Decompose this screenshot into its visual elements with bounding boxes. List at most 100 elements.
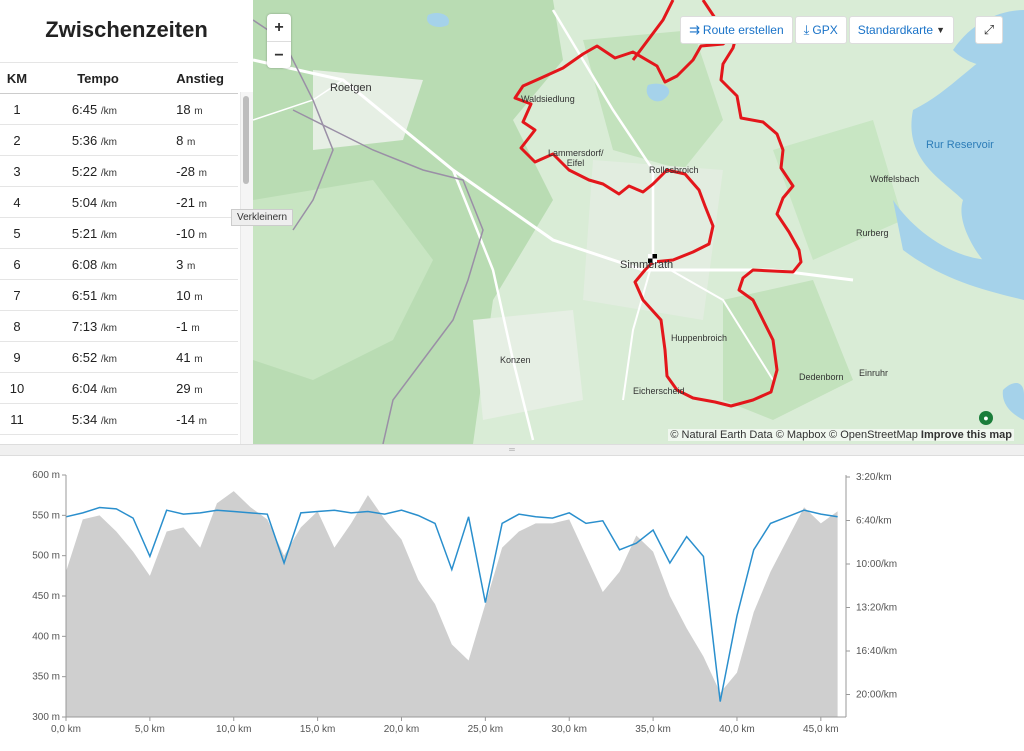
climb-unit: m <box>198 167 207 179</box>
y-right-tick-label: 20:00/km <box>856 690 897 701</box>
climb-unit: m <box>194 105 203 117</box>
split-pace-value: 5:34 <box>71 411 98 427</box>
split-pace-value: 5:21 <box>71 225 98 241</box>
split-pace: 5:36 /km <box>33 124 163 156</box>
split-km: 3 <box>0 155 34 187</box>
gpx-download-button[interactable]: ⤓ GPX <box>794 16 847 44</box>
header-km: KM <box>0 62 34 94</box>
zoom-in-button[interactable]: + <box>267 14 291 42</box>
split-row[interactable]: 4 5:04 /km -21 m <box>0 186 238 218</box>
maptype-select[interactable]: Standardkarte ▼ <box>848 16 955 44</box>
split-row[interactable]: 10 6:04 /km 29 m <box>0 372 238 404</box>
elevation-pace-chart[interactable]: 600 m 550 m 500 m 450 m 400 m 350 m 300 m 3:20/… <box>0 455 1024 746</box>
split-km: 9 <box>0 341 34 373</box>
route-icon: ⇉ <box>689 22 700 37</box>
split-pace: 6:04 /km <box>33 372 163 404</box>
split-row[interactable]: 6 6:08 /km 3 m <box>0 248 238 280</box>
split-pace: 5:22 /km <box>33 155 163 187</box>
header-climb: Anstieg <box>162 62 238 94</box>
pace-unit: /km <box>100 136 117 148</box>
pace-unit: /km <box>100 322 117 334</box>
split-climb: -15 m <box>162 434 238 445</box>
collapse-tooltip: Verkleinern <box>231 209 294 226</box>
splits-panel: Zwischenzeiten KM Tempo Anstieg 1 6:45 /k… <box>0 0 254 444</box>
pace-unit: /km <box>100 384 117 396</box>
zoom-out-button[interactable]: − <box>274 47 284 64</box>
split-climb: -1 m <box>162 310 238 342</box>
y-left-tick-label: 550 m <box>32 510 60 521</box>
mapbox-logo-icon[interactable]: ● <box>979 411 993 425</box>
splits-title: Zwischenzeiten <box>45 17 208 42</box>
split-climb: 41 m <box>162 341 238 373</box>
x-tick-label: 10,0 km <box>216 724 252 735</box>
place-reservoir: Rur Reservoir <box>926 139 994 151</box>
split-climb-value: -1 <box>176 318 188 334</box>
map-attribution: © Natural Earth Data © Mapbox © OpenStre… <box>668 429 1014 441</box>
split-pace-value: 6:04 <box>71 380 98 396</box>
pace-unit: /km <box>100 291 117 303</box>
split-climb-value: -10 <box>176 225 195 241</box>
split-climb: 18 m <box>162 93 238 125</box>
split-km: 5 <box>0 217 34 249</box>
y-right-tick-label: 6:40/km <box>856 516 892 527</box>
split-pace: 7:13 /km <box>33 310 163 342</box>
splits-scrollbar-thumb[interactable] <box>243 96 249 184</box>
climb-unit: m <box>187 260 196 272</box>
split-climb-value: -15 <box>176 443 195 445</box>
y-right-tick-label: 16:40/km <box>856 646 897 657</box>
split-climb-value: 41 <box>176 349 191 365</box>
split-row[interactable]: 126:35 /km-15 m <box>0 434 238 445</box>
split-climb-value: 18 <box>176 101 191 117</box>
x-tick-label: 20,0 km <box>384 724 420 735</box>
attribution-text[interactable]: © Natural Earth Data © Mapbox © OpenStre… <box>670 429 918 441</box>
split-climb: -10 m <box>162 217 238 249</box>
download-icon: ⤓ <box>803 22 810 37</box>
place-simmerath: Simmerath <box>620 259 674 271</box>
pace-line <box>65 506 838 702</box>
split-climb: -21 m <box>162 186 238 218</box>
split-row[interactable]: 1 6:45 /km 18 m <box>0 93 238 125</box>
place-einruhr: Einruhr <box>859 368 889 378</box>
y-left-tick-label: 300 m <box>32 712 60 723</box>
top-panel: Zwischenzeiten KM Tempo Anstieg 1 6:45 /k… <box>0 0 1024 444</box>
route-create-button[interactable]: ⇉ Route erstellen <box>680 16 793 44</box>
climb-unit: m <box>191 322 200 334</box>
route-map[interactable]: Roetgen Waldsiedlung Lammersdorf/ Eifel … <box>253 0 1024 444</box>
pace-unit: /km <box>100 105 117 117</box>
split-pace-value: 5:22 <box>71 163 98 179</box>
climb-unit: m <box>194 291 203 303</box>
split-climb: -28 m <box>162 155 238 187</box>
split-pace-value: 6:52 <box>71 349 98 365</box>
fullscreen-button[interactable]: ⤢ <box>975 16 1003 44</box>
map-canvas[interactable] <box>253 0 1024 444</box>
split-climb: 29 m <box>162 372 238 404</box>
pace-unit: /km <box>100 198 117 210</box>
split-row[interactable]: 9 6:52 /km 41 m <box>0 341 238 373</box>
y-right-tick-label: 13:20/km <box>856 603 897 614</box>
chart-svg[interactable]: 600 m 550 m 500 m 450 m 400 m 350 m 300 m 3:20/… <box>0 455 1024 746</box>
pace-unit: /km <box>100 260 117 272</box>
place-lammersdorf: Lammersdorf/ Eifel <box>548 148 604 168</box>
climb-unit: m <box>198 229 207 241</box>
split-km: 7 <box>0 279 34 311</box>
split-row[interactable]: 8 7:13 /km -1 m <box>0 310 238 342</box>
split-climb: 10 m <box>162 279 238 311</box>
split-row[interactable]: 3 5:22 /km -28 m <box>0 155 238 187</box>
split-row[interactable]: 5 5:21 /km -10 m <box>0 217 238 249</box>
split-row[interactable]: 11 5:34 /km -14 m <box>0 403 238 435</box>
split-pace: 6:52 /km <box>33 341 163 373</box>
zoom-control: + − <box>267 14 291 68</box>
split-climb-value: 8 <box>176 132 184 148</box>
x-tick-label: 45,0 km <box>803 724 839 735</box>
x-tick-label: 5,0 km <box>135 724 165 735</box>
x-tick-label: 30,0 km <box>551 724 587 735</box>
split-row[interactable]: 2 5:36 /km 8 m <box>0 124 238 156</box>
improve-map-link[interactable]: Improve this map <box>920 429 1012 441</box>
resize-handle[interactable]: ═ <box>0 444 1024 456</box>
chevron-down-icon: ▼ <box>936 25 946 35</box>
split-km: 8 <box>0 310 34 342</box>
y-left-tick-label: 600 m <box>32 470 60 481</box>
place-roetgen: Roetgen <box>330 82 372 94</box>
split-row[interactable]: 7 6:51 /km 10 m <box>0 279 238 311</box>
climb-unit: m <box>194 353 203 365</box>
